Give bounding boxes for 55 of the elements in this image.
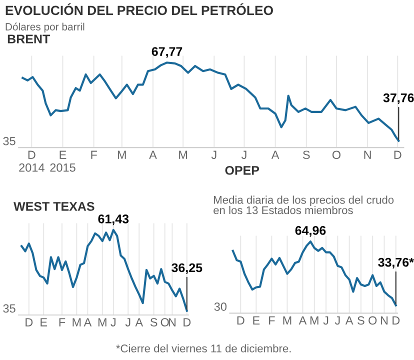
text: 35 <box>3 304 16 313</box>
chart-title: WEST TEXAS <box>14 202 94 211</box>
x-tick-label: J <box>323 316 328 325</box>
x-tick-label: D 2014 <box>19 150 44 172</box>
x-tick-label: D <box>394 150 402 159</box>
x-tick-label: M <box>179 150 188 159</box>
x-tick-label: M <box>310 316 318 325</box>
x-tick-label: F <box>59 318 66 326</box>
text: EVOLUCIÓN DEL PRECIO DEL PETRÓLEO <box>6 3 273 16</box>
x-tick-label: O <box>332 150 340 160</box>
x-tick-label: S <box>302 150 310 160</box>
x-tick-label: A <box>345 316 354 325</box>
chart-title: BRENT <box>8 34 50 44</box>
x-tick-label: J <box>334 316 340 325</box>
x-tick-label: J <box>125 318 130 326</box>
x-tick-label: O <box>368 316 377 325</box>
x-tick-label: F <box>269 316 275 325</box>
x-tick-label: O <box>160 318 169 326</box>
x-tick-label: D <box>392 316 400 325</box>
x-tick-label: A <box>84 318 92 326</box>
annotation: 36,25 <box>172 263 202 274</box>
chart-title: OPEP <box>225 166 260 175</box>
text: *Cierre del viernes 11 de diciembre. <box>116 344 291 352</box>
text: Dólares por barril <box>6 22 84 33</box>
x-tick-label: M <box>118 150 126 159</box>
x-tick-label: E <box>40 318 48 326</box>
x-tick-label: F <box>91 150 97 159</box>
x-tick-label: N <box>380 316 388 325</box>
x-tick-label: S <box>150 318 158 326</box>
annotation: 61,43 <box>98 214 129 226</box>
x-tick-label: A <box>271 150 280 159</box>
x-tick-label: J <box>241 150 246 160</box>
x-tick-label: N <box>364 150 371 159</box>
annotation: 33,76* <box>378 258 414 269</box>
x-tick-label: D <box>26 318 33 326</box>
x-tick-label: J <box>211 150 216 160</box>
annotation: 37,76 <box>383 93 414 104</box>
x-tick-label: M <box>72 318 81 326</box>
x-tick-label: A <box>149 150 157 159</box>
x-tick-label: J <box>110 318 116 326</box>
annotation: 64,96 <box>295 226 326 237</box>
x-tick-label: M <box>98 318 106 326</box>
text: 35 <box>3 136 16 146</box>
x-tick-label: E 2015 <box>50 150 76 172</box>
text: 30 <box>214 302 227 311</box>
x-tick-label: S <box>358 316 364 325</box>
x-tick-label: A <box>298 316 307 325</box>
x-tick-label: D <box>184 318 191 326</box>
x-tick-label: D <box>237 316 244 325</box>
x-tick-label: N <box>168 318 176 326</box>
chart-subtitle: Media diaria de los precios del crudo en los 13 Estados miembros <box>214 196 394 214</box>
x-tick-label: E <box>253 316 260 325</box>
x-tick-label: A <box>135 318 144 326</box>
annotation: 67,77 <box>152 47 182 58</box>
x-tick-label: M <box>283 316 292 325</box>
